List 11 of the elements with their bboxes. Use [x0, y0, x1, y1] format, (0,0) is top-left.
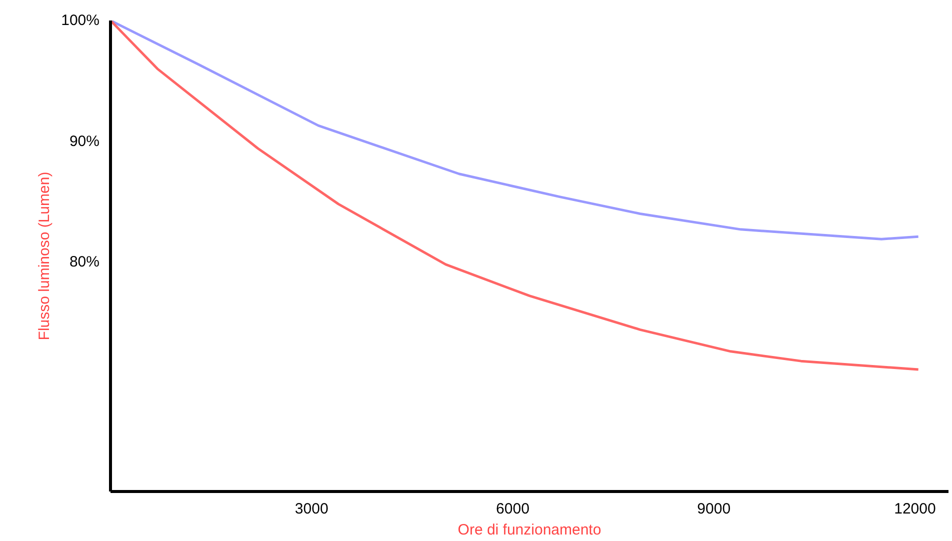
- line-series: [110, 20, 920, 371]
- y-tick-label: 80%: [69, 254, 100, 271]
- y-tick-label: 90%: [69, 132, 100, 150]
- y-axis-title: Flusso luminoso (Lumen): [36, 172, 54, 340]
- x-tick-label: 9000: [697, 500, 731, 518]
- x-tick-label: 12000: [894, 500, 936, 518]
- line-series: [110, 20, 920, 240]
- y-tick-label: 100%: [61, 12, 100, 29]
- x-tick-label: 3000: [294, 500, 328, 518]
- x-tick-label: 6000: [496, 500, 530, 518]
- x-axis-title: Ore di funzionamento: [458, 522, 602, 538]
